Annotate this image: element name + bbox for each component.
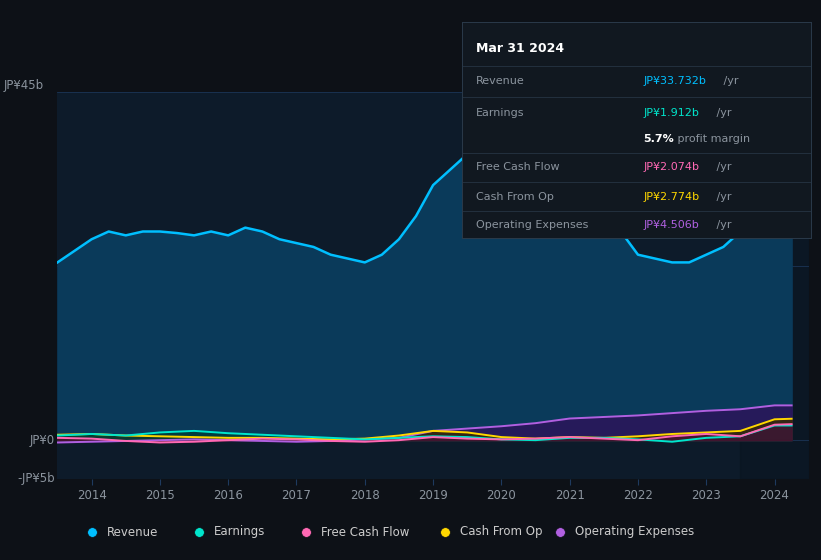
Text: JP¥1.912b: JP¥1.912b — [644, 108, 699, 118]
Text: Free Cash Flow: Free Cash Flow — [476, 162, 560, 172]
Text: Cash From Op: Cash From Op — [476, 192, 554, 202]
Text: Operating Expenses: Operating Expenses — [576, 525, 695, 539]
Text: Earnings: Earnings — [476, 108, 525, 118]
Text: JP¥45b: JP¥45b — [4, 80, 44, 92]
Text: JP¥2.774b: JP¥2.774b — [644, 192, 699, 202]
Text: Cash From Op: Cash From Op — [460, 525, 543, 539]
Text: 5.7%: 5.7% — [644, 134, 674, 144]
Text: Operating Expenses: Operating Expenses — [476, 220, 589, 230]
Text: JP¥4.506b: JP¥4.506b — [644, 220, 699, 230]
Text: /yr: /yr — [713, 220, 732, 230]
Text: /yr: /yr — [713, 108, 732, 118]
Text: Free Cash Flow: Free Cash Flow — [321, 525, 409, 539]
Text: /yr: /yr — [713, 192, 732, 202]
Text: Revenue: Revenue — [476, 76, 525, 86]
Text: JP¥0: JP¥0 — [30, 433, 55, 447]
Text: JP¥2.074b: JP¥2.074b — [644, 162, 699, 172]
Bar — [741, 92, 809, 479]
Text: /yr: /yr — [713, 162, 732, 172]
Text: /yr: /yr — [721, 76, 739, 86]
Text: profit margin: profit margin — [674, 134, 750, 144]
Text: Revenue: Revenue — [107, 525, 158, 539]
Text: -JP¥5b: -JP¥5b — [17, 472, 55, 486]
Text: Earnings: Earnings — [214, 525, 265, 539]
Text: Mar 31 2024: Mar 31 2024 — [476, 42, 564, 55]
Text: JP¥33.732b: JP¥33.732b — [644, 76, 707, 86]
